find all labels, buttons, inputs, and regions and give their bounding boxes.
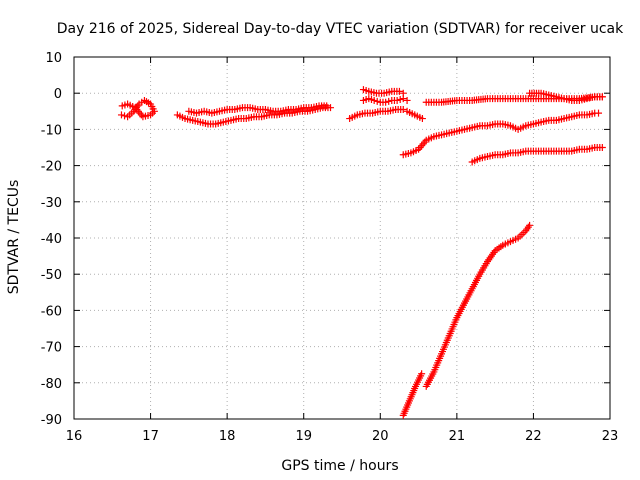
data-point: [396, 96, 404, 104]
data-point: [526, 221, 534, 229]
data-point: [399, 105, 407, 113]
y-axis: 10 0 -10 -20 -30 -40 -50 -60 -70 -80 -90: [41, 51, 610, 428]
data-point: [418, 115, 426, 123]
y-tick-label: -50: [41, 268, 62, 283]
x-tick-label: 18: [219, 429, 236, 444]
x-axis-label: GPS time / hours: [281, 458, 398, 474]
data-point: [117, 111, 125, 119]
chart-title: Day 216 of 2025, Sidereal Day-to-day VTE…: [57, 21, 624, 37]
y-tick-label: -90: [41, 413, 62, 428]
series-arc-9: [468, 144, 606, 166]
y-tick-label: -30: [41, 196, 62, 211]
x-tick-label: 16: [66, 429, 83, 444]
x-tick-label: 20: [372, 429, 389, 444]
data-point: [137, 111, 145, 119]
x-tick-label: 22: [525, 429, 542, 444]
data-point: [418, 370, 426, 378]
data-point: [598, 93, 606, 101]
x-axis: 16 17 18 19 20 21 22 23: [66, 57, 619, 444]
series-arc-5: [403, 107, 426, 123]
x-tick-label: 19: [295, 429, 312, 444]
y-tick-label: -60: [41, 304, 62, 319]
y-tick-label: 0: [54, 87, 62, 102]
series-arc-10: [399, 370, 426, 419]
data-point: [595, 109, 603, 117]
series-arc-3: [359, 95, 411, 106]
y-tick-label: -10: [41, 123, 62, 138]
series-arc-6: [422, 93, 606, 106]
y-tick-label: -70: [41, 341, 62, 356]
y-tick-label: 10: [45, 51, 62, 66]
y-axis-label: SDTVAR / TECUs: [6, 180, 22, 295]
data-point: [327, 104, 335, 112]
y-tick-label: -20: [41, 160, 62, 175]
data-point: [419, 140, 427, 148]
series-arc-7: [526, 89, 606, 104]
data-point: [403, 96, 411, 104]
data-point: [373, 97, 381, 105]
data-point: [382, 98, 390, 106]
x-tick-label: 21: [449, 429, 466, 444]
series-arc-8: [399, 109, 603, 159]
x-tick-label: 23: [602, 429, 619, 444]
data-point: [395, 87, 403, 95]
data-point: [393, 96, 401, 104]
data-point: [118, 102, 126, 110]
series-arc-3b: [359, 86, 407, 97]
series-arc-4: [346, 105, 407, 123]
data-point: [399, 89, 407, 97]
series-arc-11: [422, 221, 534, 390]
data-series: [117, 86, 606, 419]
data-point: [385, 97, 393, 105]
data-point: [598, 144, 606, 151]
series-arc-1: [117, 96, 158, 121]
y-tick-label: -40: [41, 232, 62, 247]
data-point: [121, 112, 129, 120]
grid-lines: [74, 57, 610, 419]
x-tick-label: 17: [142, 429, 159, 444]
series-arc-2b: [185, 102, 331, 117]
data-point: [418, 142, 426, 150]
data-point: [370, 96, 378, 104]
y-tick-label: -80: [41, 377, 62, 392]
data-point: [323, 102, 331, 110]
